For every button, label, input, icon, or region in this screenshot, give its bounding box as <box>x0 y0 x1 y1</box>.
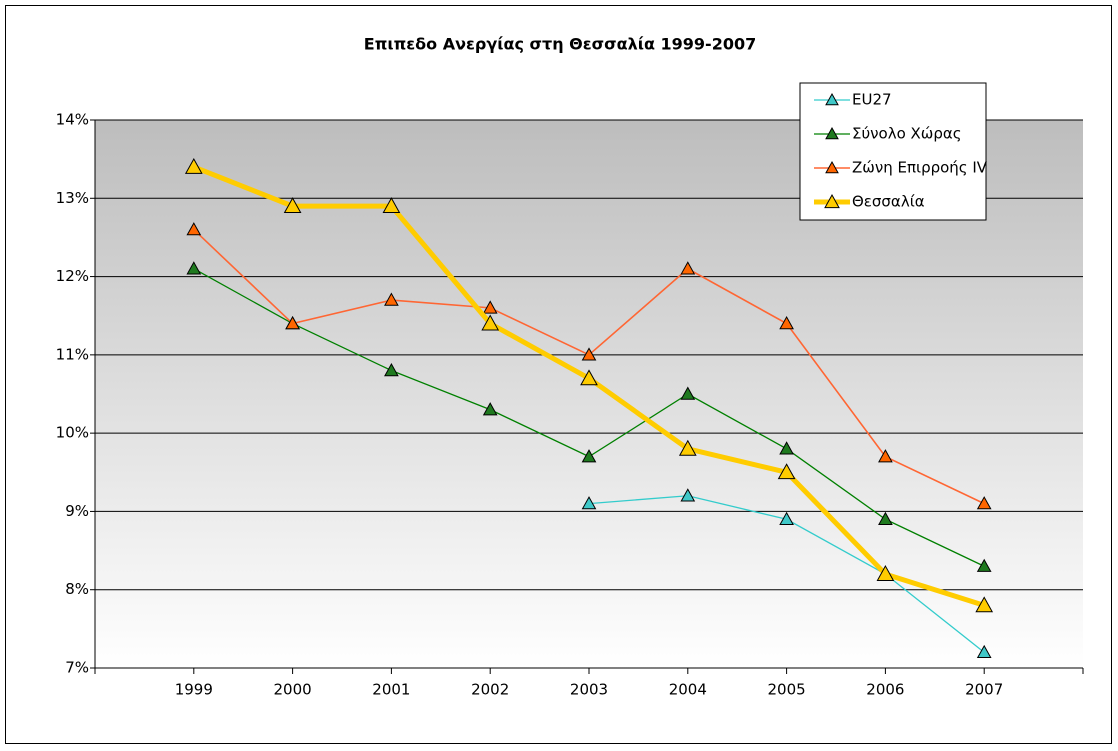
legend-label: Θεσσαλία <box>852 193 925 211</box>
data-point <box>680 488 696 502</box>
y-tick-label: 14% <box>56 111 89 129</box>
data-point <box>581 496 597 510</box>
y-tick-label: 12% <box>56 267 89 285</box>
x-tick-label: 2007 <box>965 681 1003 699</box>
x-tick-label: 1999 <box>175 681 213 699</box>
x-tick-label: 2003 <box>570 681 608 699</box>
data-point <box>779 511 794 525</box>
data-point <box>384 362 399 377</box>
x-tick-label: 2000 <box>274 681 312 699</box>
x-tick-label: 2006 <box>866 681 904 699</box>
legend-marker <box>824 193 840 209</box>
data-point <box>482 300 498 314</box>
y-tick-label: 11% <box>56 345 89 363</box>
x-tick-label: 2001 <box>372 681 410 699</box>
legend-label: Ζώνη Επιρροής IV <box>852 159 988 177</box>
data-point <box>384 292 399 306</box>
data-point <box>680 386 696 400</box>
data-point <box>678 439 697 456</box>
legend-label: Σύνολο Χώρας <box>852 125 962 143</box>
data-point <box>581 347 597 361</box>
x-tick-label: 2005 <box>768 681 806 699</box>
data-point <box>283 197 302 214</box>
data-point <box>186 222 202 236</box>
y-tick-label: 8% <box>65 580 89 598</box>
legend-label: EU27 <box>852 91 892 109</box>
data-point <box>481 314 500 331</box>
x-tick-label: 2002 <box>471 681 509 699</box>
data-point <box>876 565 895 581</box>
data-point <box>581 449 597 463</box>
data-point <box>976 644 992 659</box>
x-tick-label: 2004 <box>669 681 707 699</box>
legend-marker <box>825 92 839 106</box>
y-tick-label: 10% <box>56 424 89 442</box>
data-point <box>184 157 203 174</box>
data-point <box>975 596 994 613</box>
data-point <box>878 449 893 463</box>
data-point <box>285 316 300 330</box>
data-point <box>878 511 893 525</box>
data-point <box>580 369 598 386</box>
legend-marker <box>825 160 839 174</box>
legend-marker <box>825 126 839 140</box>
data-point <box>680 261 696 275</box>
data-point <box>779 441 794 455</box>
data-point <box>779 316 794 330</box>
data-point <box>482 402 498 416</box>
data-point <box>777 463 796 480</box>
y-tick-label: 7% <box>65 659 89 677</box>
y-tick-label: 9% <box>65 502 89 520</box>
data-point <box>186 261 202 275</box>
y-tick-label: 13% <box>56 189 89 207</box>
data-point <box>382 197 401 214</box>
data-point <box>976 558 992 572</box>
chart-title: Επιπεδο Ανεργίας στη Θεσσαλία 1999-2007 <box>364 35 756 54</box>
data-point <box>976 496 992 510</box>
